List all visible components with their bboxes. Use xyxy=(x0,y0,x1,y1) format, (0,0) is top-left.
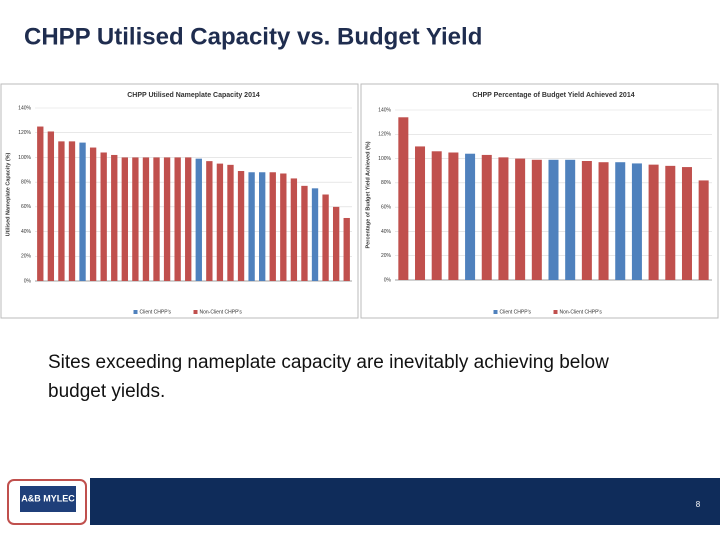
bar xyxy=(311,188,319,281)
bar xyxy=(153,157,160,281)
bar xyxy=(322,194,329,281)
bar xyxy=(398,117,409,281)
bar xyxy=(515,158,526,280)
y-tick-label: 100% xyxy=(18,155,31,161)
y-axis-label: Percentage of Budget Yield Achieved (%) xyxy=(365,141,371,248)
bar xyxy=(37,126,44,282)
bar xyxy=(132,157,139,281)
chart-title: CHPP Utilised Nameplate Capacity 2014 xyxy=(127,92,260,99)
y-tick-label: 60% xyxy=(381,204,392,210)
legend-swatch xyxy=(493,310,498,314)
bar xyxy=(465,153,476,280)
legend-label: Client CHPP's xyxy=(140,309,172,315)
bar xyxy=(227,164,234,281)
bar xyxy=(206,161,213,281)
bar xyxy=(216,163,224,281)
bar xyxy=(290,178,298,281)
legend-swatch xyxy=(193,310,198,314)
y-tick-label: 100% xyxy=(378,156,391,162)
bar xyxy=(174,157,181,281)
bar xyxy=(531,159,542,280)
bar xyxy=(111,154,118,281)
y-tick-label: 40% xyxy=(21,229,32,235)
slide-title: CHPP Utilised Capacity vs. Budget Yield xyxy=(24,23,482,50)
legend-label: Non-Client CHPP's xyxy=(200,309,243,315)
bar xyxy=(681,167,692,280)
bar xyxy=(648,164,659,280)
y-tick-label: 60% xyxy=(21,204,32,210)
bar xyxy=(68,141,76,281)
logo-box xyxy=(20,486,76,512)
bar xyxy=(598,162,609,280)
y-tick-label: 20% xyxy=(381,253,392,259)
bar xyxy=(58,141,65,281)
bar xyxy=(248,172,255,281)
bar xyxy=(47,131,55,281)
chart-title: CHPP Percentage of Budget Yield Achieved… xyxy=(472,92,634,99)
bar xyxy=(301,185,308,281)
bar xyxy=(615,162,626,280)
y-tick-label: 20% xyxy=(21,254,32,260)
bar xyxy=(89,147,97,281)
bar xyxy=(237,171,245,281)
bar xyxy=(185,157,192,281)
bar xyxy=(498,157,509,280)
y-tick-label: 120% xyxy=(18,130,31,136)
page-number: 8 xyxy=(696,500,701,509)
legend-label: Client CHPP's xyxy=(500,309,532,315)
bar xyxy=(698,180,709,280)
bar xyxy=(548,159,559,280)
legend-label: Non-Client CHPP's xyxy=(560,309,603,315)
bar xyxy=(481,154,492,280)
footer-bar xyxy=(90,478,720,525)
bar xyxy=(631,163,642,280)
y-tick-label: 0% xyxy=(24,278,32,284)
bar xyxy=(565,159,576,280)
y-axis-label: Utilised Nameplate Capacity (%) xyxy=(5,152,11,236)
bar xyxy=(79,142,86,281)
slide-text: budget yields. xyxy=(48,381,165,402)
y-tick-label: 40% xyxy=(381,229,392,235)
bar xyxy=(448,152,459,280)
y-tick-label: 140% xyxy=(378,107,391,113)
bar xyxy=(332,206,340,281)
logo-text: A&B MYLEC xyxy=(21,493,75,503)
y-tick-label: 80% xyxy=(381,180,392,186)
bar xyxy=(100,152,107,281)
bar xyxy=(665,165,676,280)
bar xyxy=(259,172,266,281)
y-tick-label: 120% xyxy=(378,132,391,138)
bar xyxy=(280,173,287,281)
legend-swatch xyxy=(553,310,558,314)
bar xyxy=(431,151,442,280)
bar xyxy=(142,157,150,281)
legend-swatch xyxy=(133,310,138,314)
bar xyxy=(269,172,276,281)
slide-text: Sites exceeding nameplate capacity are i… xyxy=(48,352,609,373)
bar xyxy=(581,161,592,280)
bar xyxy=(415,146,426,280)
y-tick-label: 80% xyxy=(21,179,32,185)
y-tick-label: 140% xyxy=(18,105,31,111)
bar xyxy=(121,157,128,281)
bar xyxy=(195,158,202,281)
y-tick-label: 0% xyxy=(384,277,392,283)
bar xyxy=(163,157,171,281)
bar xyxy=(343,217,350,281)
